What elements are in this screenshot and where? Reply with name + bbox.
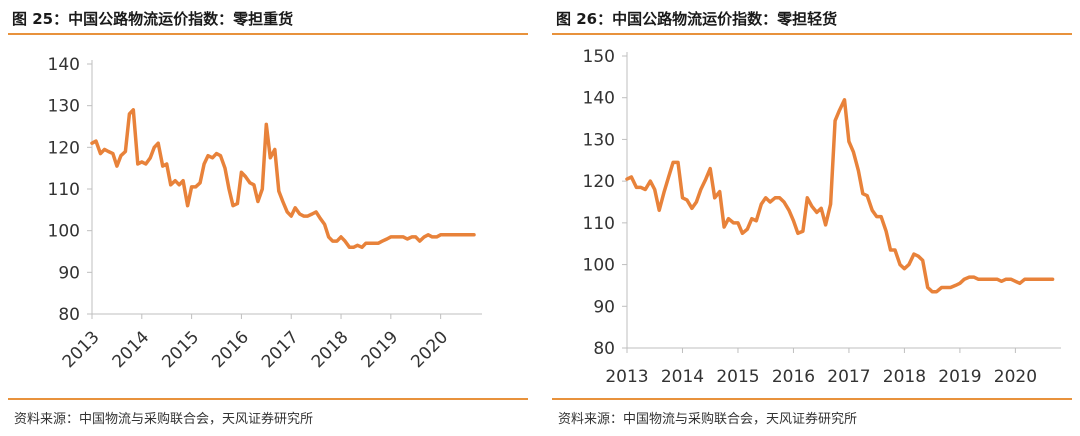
y-tick-label: 100: [48, 222, 80, 242]
y-tick-label: 100: [583, 256, 615, 276]
title-rule: [8, 33, 528, 35]
chart-title: 图 25：中国公路物流运价指数：零担重货: [12, 10, 294, 28]
source-rule: [8, 398, 528, 400]
x-tick-label: 2019: [358, 327, 403, 372]
y-tick-label: 120: [583, 172, 615, 192]
x-tick-label: 2019: [938, 367, 981, 387]
y-tick-label: 110: [48, 180, 80, 200]
y-tick-label: 150: [583, 47, 615, 67]
line-chart-light-cargo: 80 90 100 110 120 130 140 150 2013 2014 2015 2016 20…: [583, 47, 1061, 387]
y-tick-label: 80: [593, 339, 615, 359]
chart-panel-left: 图 25：中国公路物流运价指数：零担重货 80 90 100 110 120 130 140…: [8, 0, 528, 436]
x-tick-label: 2014: [661, 367, 704, 387]
series-line: [625, 98, 1055, 294]
x-tick-label: 2013: [59, 327, 104, 372]
y-tick-label: 140: [583, 89, 615, 109]
y-tick-label: 110: [583, 214, 615, 234]
y-tick-label: 130: [583, 130, 615, 150]
source-rule: [552, 398, 1072, 400]
x-tick-label: 2017: [258, 327, 303, 372]
x-tick-label: 2018: [883, 367, 926, 387]
x-tick-label: 2016: [208, 327, 253, 372]
y-tick-label: 90: [593, 297, 615, 317]
y-tick-label: 120: [48, 138, 80, 158]
chart-panel-right: 图 26：中国公路物流运价指数：零担轻货 80 90 100 110 120 130 140…: [552, 0, 1072, 436]
x-tick-label: 2020: [994, 367, 1037, 387]
x-tick-label: 2014: [109, 327, 154, 372]
y-tick-label: 140: [48, 55, 80, 75]
x-tick-label: 2017: [827, 367, 870, 387]
x-tick-label: 2013: [605, 367, 648, 387]
source-note: 资料来源：中国物流与采购联合会，天风证券研究所: [14, 412, 314, 427]
y-tick-label: 80: [58, 305, 80, 325]
source-note: 资料来源：中国物流与采购联合会，天风证券研究所: [558, 412, 858, 427]
chart-title: 图 26：中国公路物流运价指数：零担轻货: [556, 10, 838, 28]
series-line: [90, 108, 476, 250]
y-tick-label: 130: [48, 97, 80, 117]
y-tick-label: 90: [58, 263, 80, 283]
x-tick-label: 2016: [772, 367, 815, 387]
x-tick-label: 2015: [158, 327, 203, 372]
title-rule: [552, 33, 1072, 35]
x-tick-label: 2018: [308, 327, 353, 372]
x-tick-label: 2015: [716, 367, 759, 387]
x-tick-label: 2020: [407, 327, 452, 372]
